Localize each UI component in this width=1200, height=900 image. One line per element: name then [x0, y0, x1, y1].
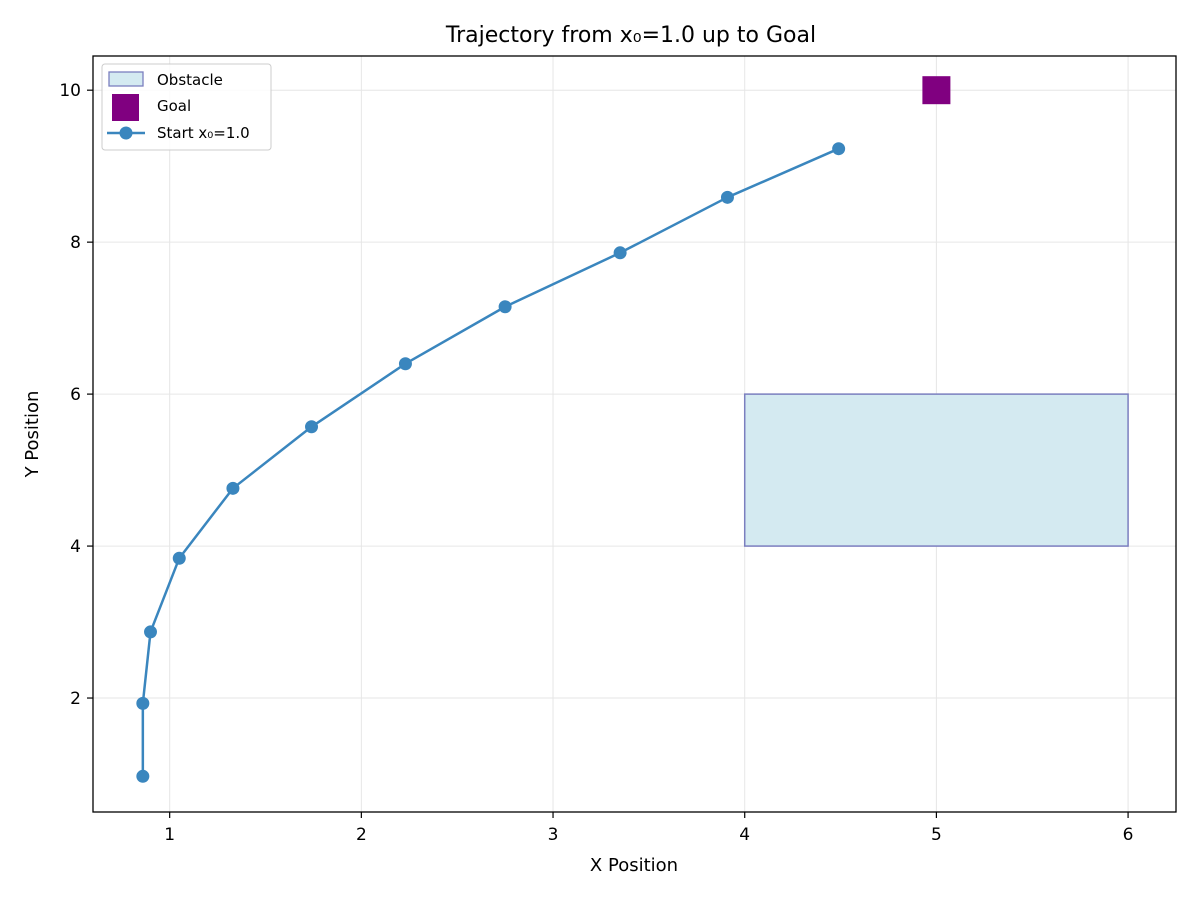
- trajectory-point: [498, 300, 512, 314]
- series-layer: [136, 142, 846, 783]
- y-tick-label: 10: [59, 81, 81, 101]
- trajectory-line: [141, 147, 840, 777]
- trajectory-point: [144, 625, 158, 639]
- obstacle-layer: [743, 393, 1129, 547]
- legend-obstacle-label: Obstacle: [157, 71, 223, 89]
- trajectory-point: [226, 481, 240, 495]
- x-tick-label: 2: [356, 825, 367, 845]
- x-tick-label: 1: [164, 825, 175, 845]
- legend-goal-label: Goal: [157, 97, 191, 115]
- y-axis-label: Y Position: [22, 391, 43, 479]
- x-tick-label: 6: [1123, 825, 1134, 845]
- chart-title: Trajectory from x₀=1.0 up to Goal: [445, 23, 816, 48]
- y-tick-label: 6: [70, 385, 81, 405]
- legend-obstacle-swatch: [108, 71, 144, 87]
- legend-goal-swatch: [112, 94, 139, 121]
- legend: Obstacle Goal Start x₀=1.0: [101, 63, 272, 151]
- legend-series-marker: [119, 126, 133, 140]
- trajectory-point: [305, 420, 319, 434]
- goal-layer: [922, 76, 951, 105]
- trajectory-point: [613, 246, 627, 260]
- trajectory-point: [136, 696, 150, 710]
- x-tick-label: 5: [931, 825, 942, 845]
- trajectory-point: [720, 190, 734, 204]
- legend-box: [101, 63, 272, 151]
- trajectory-point: [832, 142, 846, 156]
- trajectory-point: [398, 357, 412, 371]
- obstacle-rect: [743, 393, 1129, 547]
- x-axis-label: X Position: [590, 855, 678, 876]
- y-tick-label: 8: [70, 233, 81, 253]
- x-tick-label: 4: [739, 825, 750, 845]
- y-tick-label: 4: [70, 537, 81, 557]
- trajectory-point: [136, 769, 150, 783]
- tick-layer: 1 2 3 4 5 6 2 4 6 8 10: [59, 81, 1133, 845]
- goal-marker: [922, 76, 951, 105]
- legend-series-label: Start x₀=1.0: [157, 124, 250, 142]
- trajectory-point: [172, 551, 186, 565]
- x-tick-label: 3: [548, 825, 559, 845]
- y-tick-label: 2: [70, 689, 81, 709]
- plot-frame: [92, 55, 1177, 813]
